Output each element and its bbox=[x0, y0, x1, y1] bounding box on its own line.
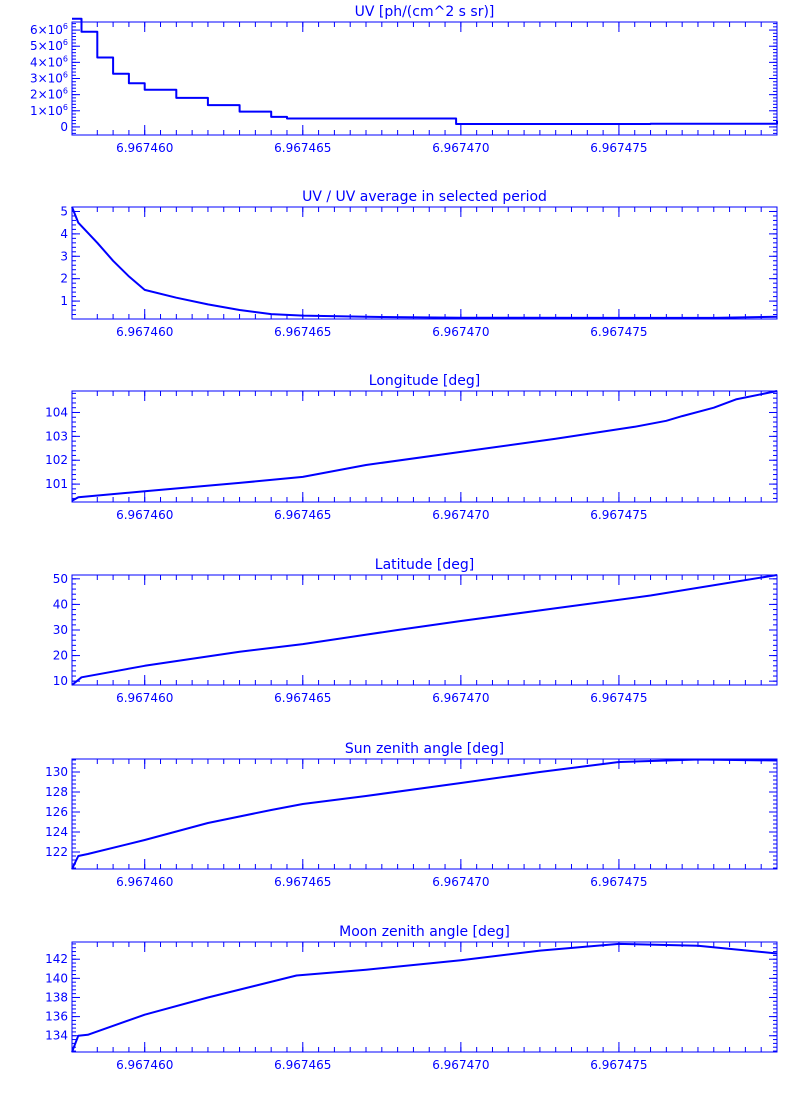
y-tick-label: 126 bbox=[45, 805, 68, 819]
y-tick-label: 122 bbox=[45, 845, 68, 859]
y-tick-label: 142 bbox=[45, 952, 68, 966]
y-tick-label: 5 bbox=[60, 204, 68, 218]
series-line bbox=[71, 574, 778, 686]
y-tick-label: 6×106 bbox=[30, 22, 68, 37]
chart-title: Latitude [deg] bbox=[375, 557, 474, 573]
x-tick-label: 6.967470 bbox=[432, 875, 489, 889]
y-tick-label: 1 bbox=[60, 294, 68, 308]
y-tick-label: 130 bbox=[45, 765, 68, 779]
y-tick-label: 3 bbox=[60, 249, 68, 263]
series-line bbox=[71, 390, 778, 502]
y-tick-label: 2×106 bbox=[30, 87, 68, 102]
y-tick-label: 30 bbox=[53, 623, 68, 637]
x-tick-label: 6.967465 bbox=[274, 691, 331, 705]
y-tick-label: 4 bbox=[60, 227, 68, 241]
y-tick-label: 10 bbox=[53, 674, 68, 688]
plot-frame bbox=[71, 758, 778, 870]
panel-6: Moon zenith angle [deg] 6.967460 6.967465 6… bbox=[45, 924, 778, 1072]
chart-title: UV / UV average in selected period bbox=[302, 189, 547, 205]
x-tick-label: 6.967460 bbox=[116, 1058, 173, 1072]
series-line bbox=[71, 206, 778, 319]
y-tick-label: 4×106 bbox=[30, 54, 68, 69]
plot-frame bbox=[71, 390, 778, 503]
x-tick-label: 6.967465 bbox=[274, 875, 331, 889]
x-tick-label: 6.967470 bbox=[432, 325, 489, 339]
y-tick-label: 102 bbox=[45, 453, 68, 467]
y-tick-label: 0 bbox=[60, 120, 68, 134]
plot-frame bbox=[71, 206, 778, 320]
plot-frame bbox=[71, 941, 778, 1053]
y-tick-label: 5×106 bbox=[30, 38, 68, 53]
chart-title: Sun zenith angle [deg] bbox=[345, 741, 504, 757]
chart-title: UV [ph/(cm^2 s sr)] bbox=[355, 4, 495, 20]
series-line bbox=[71, 758, 778, 870]
chart-title: Longitude [deg] bbox=[369, 373, 480, 389]
x-tick-label: 6.967475 bbox=[590, 1058, 647, 1072]
y-tick-label: 1×106 bbox=[30, 103, 68, 118]
x-tick-label: 6.967460 bbox=[116, 325, 173, 339]
x-tick-label: 6.967475 bbox=[590, 691, 647, 705]
x-tick-label: 6.967470 bbox=[432, 691, 489, 705]
y-tick-label: 140 bbox=[45, 971, 68, 985]
x-tick-label: 6.967475 bbox=[590, 141, 647, 155]
y-tick-label: 101 bbox=[45, 477, 68, 491]
panel-2: UV / UV average in selected period 6.9674… bbox=[60, 189, 778, 339]
y-tick-label: 20 bbox=[53, 649, 68, 663]
panel-1: UV [ph/(cm^2 s sr)] 6.967460 6.967465 6.967… bbox=[30, 4, 778, 155]
y-tick-label: 124 bbox=[45, 825, 68, 839]
x-tick-label: 6.967460 bbox=[116, 141, 173, 155]
panel-4: Latitude [deg] 6.967460 6.967465 6.967470 6.… bbox=[53, 557, 778, 705]
y-tick-label: 40 bbox=[53, 597, 68, 611]
y-tick-label: 138 bbox=[45, 990, 68, 1004]
x-tick-label: 6.967460 bbox=[116, 508, 173, 522]
series-line bbox=[71, 942, 778, 1053]
y-tick-label: 128 bbox=[45, 785, 68, 799]
x-tick-label: 6.967465 bbox=[274, 141, 331, 155]
panel-5: Sun zenith angle [deg] 6.967460 6.967465 6.… bbox=[45, 741, 778, 889]
x-tick-label: 6.967470 bbox=[432, 508, 489, 522]
x-tick-label: 6.967475 bbox=[590, 875, 647, 889]
series-line bbox=[72, 17, 778, 125]
x-tick-label: 6.967470 bbox=[432, 1058, 489, 1072]
x-tick-label: 6.967475 bbox=[590, 508, 647, 522]
y-tick-label: 104 bbox=[45, 405, 68, 419]
y-tick-label: 134 bbox=[45, 1029, 68, 1043]
panel-3: Longitude [deg] 6.967460 6.967465 6.967470 6… bbox=[45, 373, 778, 522]
x-tick-label: 6.967460 bbox=[116, 691, 173, 705]
x-tick-label: 6.967470 bbox=[432, 141, 489, 155]
x-tick-label: 6.967460 bbox=[116, 875, 173, 889]
y-tick-label: 2 bbox=[60, 272, 68, 286]
y-tick-label: 3×106 bbox=[30, 71, 68, 86]
y-tick-label: 136 bbox=[45, 1010, 68, 1024]
x-tick-label: 6.967465 bbox=[274, 508, 331, 522]
y-tick-label: 103 bbox=[45, 429, 68, 443]
x-tick-label: 6.967475 bbox=[590, 325, 647, 339]
y-tick-label: 50 bbox=[53, 572, 68, 586]
x-tick-label: 6.967465 bbox=[274, 1058, 331, 1072]
x-tick-label: 6.967465 bbox=[274, 325, 331, 339]
chart-title: Moon zenith angle [deg] bbox=[339, 924, 510, 940]
